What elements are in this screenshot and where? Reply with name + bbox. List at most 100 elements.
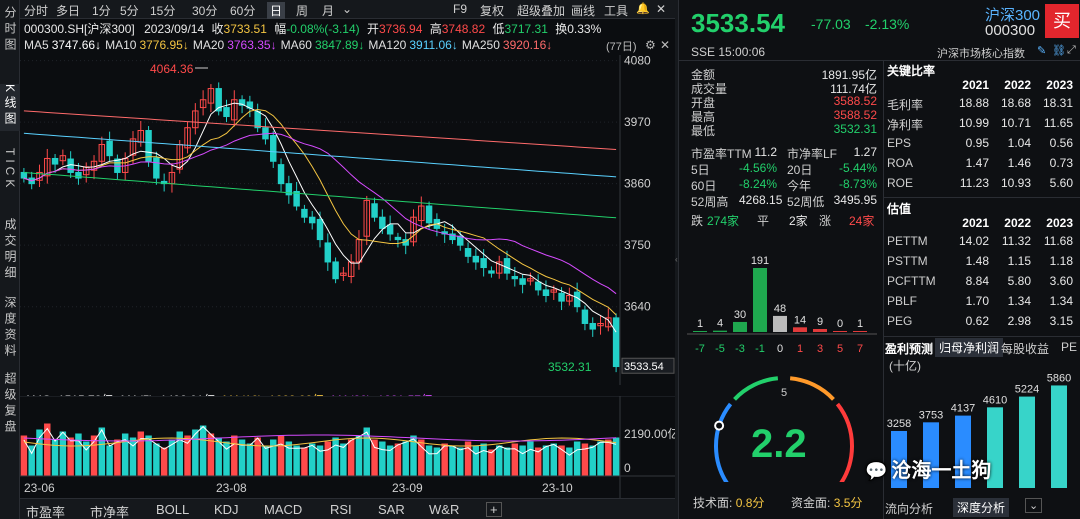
overlay-button[interactable]: 超级叠加 [517,4,566,18]
bell-icon[interactable]: 🔔 [636,3,650,15]
period-day[interactable]: 日 [267,2,286,19]
gauge-arc [835,402,854,482]
period-more-dropdown[interactable]: ⌄ [342,2,353,16]
tab-trade-detail[interactable]: 成交明细 [3,218,17,282]
period-intraday[interactable]: 分时 [24,4,49,18]
period-week[interactable]: 周 [296,4,309,18]
candle-body [67,158,74,173]
ma-legend-item: MA10 3776.95↓ [105,38,189,52]
tab-macd[interactable]: MACD [264,502,303,517]
row-value: 5.80 [1007,274,1031,288]
candle-body [129,138,137,156]
expand-icon[interactable]: ⤢ [1067,44,1076,56]
high-label: 高 [429,22,442,36]
dist-tick-label: -5 [715,343,725,355]
period-month[interactable]: 月 [322,4,335,18]
draw-line-button[interactable]: 画线 [571,4,596,18]
ratio-value: 3495.95 [833,193,877,207]
splitter[interactable] [675,0,678,519]
gauge-pointer [714,420,725,431]
period-1min[interactable]: 1分 [92,4,111,18]
tab-pe-forecast[interactable]: PE [1061,340,1078,354]
link-icon[interactable]: ⛓ [1052,45,1066,57]
period-60min[interactable]: 60分 [230,4,256,18]
tab-net-profit[interactable]: 归母净利润 [935,338,1004,357]
row-value: 1.34 [1007,294,1031,308]
chart-settings-icon[interactable]: ⚙ [645,38,656,52]
fund-score: 资金面: 3.5分 [791,496,863,510]
candle-body [231,99,238,121]
volume-bar [114,439,121,477]
volume-bar [262,445,269,477]
f9-button[interactable]: F9 [453,2,468,16]
volume-bar [441,443,448,477]
tools-button[interactable]: 工具 [604,4,629,18]
tab-wr[interactable]: W&R [429,502,460,517]
candle-body [98,143,106,162]
add-indicator-button[interactable]: + [486,502,502,517]
chart-close-icon[interactable]: ✕ [660,38,671,52]
ratio-label: 5日 [691,163,710,177]
row-label: PBLF [887,294,918,308]
period-15min[interactable]: 15分 [150,4,176,18]
tab-pb[interactable]: 市净率 [90,505,130,519]
candle-body [511,275,519,280]
forecast-bar-chart: 3258 3753 4137 4610 5224 5860 [887,372,1071,488]
dist-count-label: 30 [734,309,746,321]
tab-boll[interactable]: BOLL [156,502,190,517]
tab-intraday[interactable]: 分时图 [3,6,17,54]
tab-flow-analysis[interactable]: 流向分析 [885,502,934,516]
candle-body [340,272,347,276]
tab-rsi[interactable]: RSI [330,502,352,517]
close-icon[interactable]: ✕ [656,2,667,16]
period-30min[interactable]: 30分 [192,4,218,18]
tab-pe[interactable]: 市盈率 [26,505,66,519]
tab-depth-info[interactable]: 深度资料 [3,296,17,360]
index-name: 沪深300 [985,7,1041,24]
candlestick-chart[interactable]: 4080 3970 3860 3750 3640 3533.54 4064.36 3532.3… [20,55,675,385]
tab-depth-analysis[interactable]: 深度分析 [953,498,1010,517]
volume-bar [472,445,480,477]
dist-count-label: 1 [697,318,703,330]
forecast-title: 盈利预测 [885,342,934,356]
dist-bar [753,268,767,332]
row-value: 11.23 [959,176,989,190]
amp-label: 幅 [274,22,287,36]
flat-label: 平 [757,214,770,228]
volume-bar [597,441,604,477]
candle-body [386,224,394,235]
candle-body [534,281,542,291]
forecast-value-label: 5860 [1047,372,1071,384]
down-count: 274家 [707,214,740,228]
forecast-bar [1019,396,1035,488]
ma-legend-item: MA20 3763.35↓ [192,38,277,52]
dist-count-label: 0 [837,318,843,330]
tab-kdj[interactable]: KDJ [214,502,239,517]
buy-button[interactable]: 买 [1045,4,1079,38]
row-label: EPS [887,136,912,150]
tab-super-review[interactable]: 超级复盘 [3,372,17,436]
up-count: 24家 [849,214,875,228]
tab-sar[interactable]: SAR [378,502,405,517]
row-value: 0.62 [965,314,989,328]
period-5min[interactable]: 5分 [120,4,139,18]
volume-chart[interactable]: 2190.00亿 0 23-06 23-08 23-09 23-10 [20,396,675,498]
period-toolbar: 分时 多日 1分 5分 15分 30分 60分 日 周 月 ⌄ F9 复权 超级… [20,0,675,19]
adjust-button[interactable]: 复权 [480,4,505,18]
edit-icon[interactable]: ✎ [1037,45,1047,57]
candle-body [44,157,51,177]
year-header: 2021 [962,78,989,92]
splitter-arrow-icon[interactable]: ‹ [675,255,678,264]
row-value: 1.48 [965,254,989,268]
last-price-tick: 3533.54 [624,361,664,373]
quote-info-line: 000300.SH[沪深300] 2023/09/14 收3733.51 幅-0… [24,20,601,37]
candle-body [425,205,433,224]
tab-tick[interactable]: TICK [3,148,17,192]
tab-eps[interactable]: 每股收益 [1001,342,1050,356]
tab-kline[interactable]: K线图 [0,84,20,132]
period-multiday[interactable]: 多日 [56,4,81,18]
date-tick-label: 23-06 [24,481,55,495]
volume-bar [67,437,74,477]
price-change-pct: -2.13% [865,16,910,32]
collapse-icon[interactable]: ⌄ [1025,498,1043,513]
